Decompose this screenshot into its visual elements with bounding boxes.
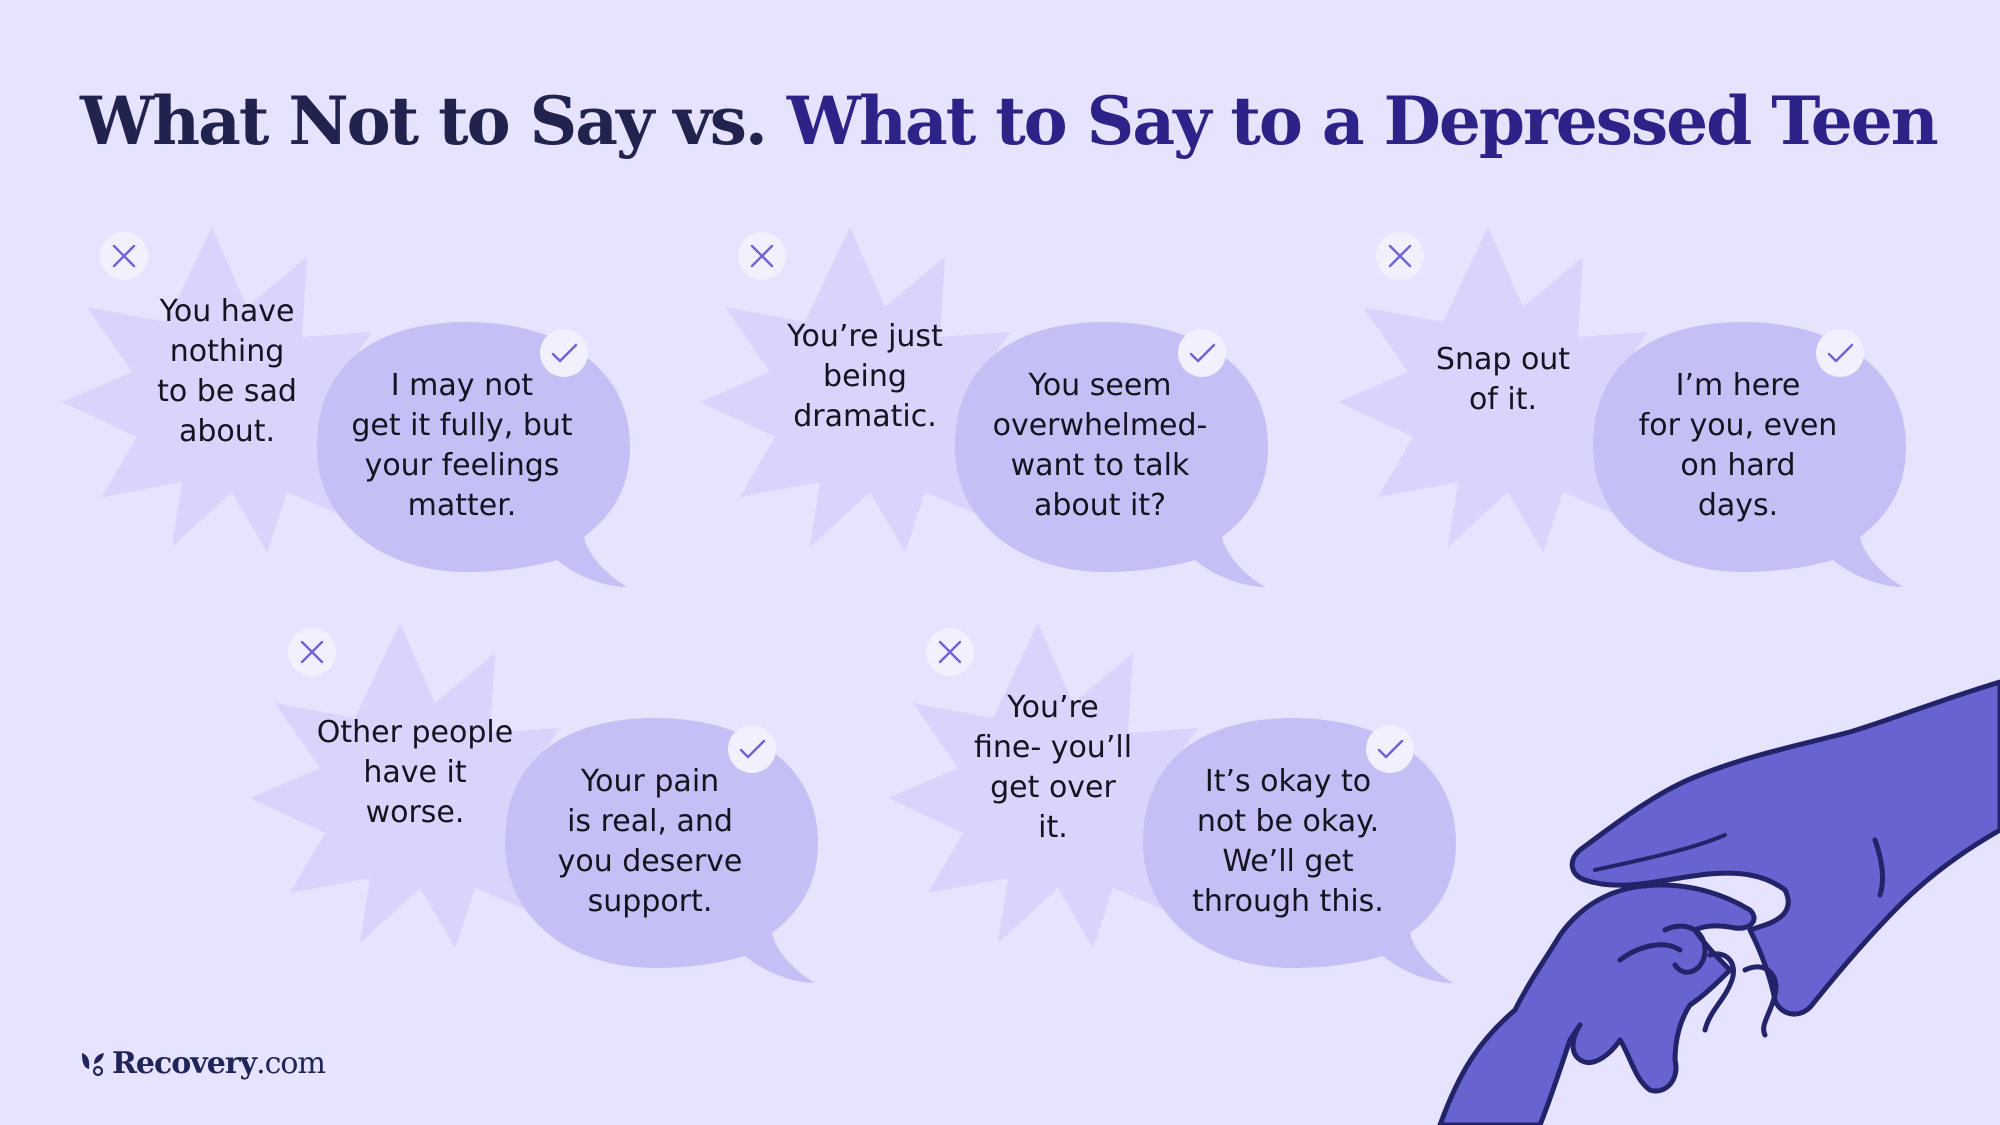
comparison-pair-3: Snap out of it. I’m here for you, even o… [1338, 222, 1918, 602]
checkmark-icon [1827, 343, 1854, 363]
x-mark-icon [938, 640, 962, 664]
dont-say-text: You’re fine- you’ll get over it. [973, 690, 1133, 845]
comparison-pair-2: You’re just being dramatic. You seem ove… [700, 222, 1280, 602]
x-mark-icon [750, 244, 774, 268]
dont-say-text: Other people have it worse. [316, 715, 514, 830]
checkmark-icon [739, 739, 766, 759]
leaf-logo-icon [82, 1052, 104, 1076]
x-mark-badge [926, 628, 974, 676]
checkmark-badge [540, 329, 588, 377]
x-mark-badge [1376, 232, 1424, 280]
do-say-text: I’m here for you, even on hard days. [1638, 368, 1838, 523]
speech-shapes [700, 227, 1268, 587]
do-say-text: It’s okay to not be okay. We’ll get thro… [1192, 764, 1384, 919]
comparison-pair-4: Other people have it worse. Your pain is… [250, 618, 830, 998]
x-mark-icon [1388, 244, 1412, 268]
checkmark-badge [1366, 725, 1414, 773]
page-title: What Not to Say vs. What to Say to a Dep… [80, 82, 1939, 160]
comparison-pair-1: You have nothing to be sad about. I may … [62, 222, 642, 602]
dont-say-text: Snap out of it. [1435, 342, 1571, 417]
speech-shapes [250, 623, 818, 983]
starburst-shape [1338, 227, 1668, 552]
checkmark-badge [1178, 329, 1226, 377]
round-bubble-shape [1143, 718, 1456, 983]
x-mark-badge [100, 232, 148, 280]
round-bubble-shape [317, 322, 630, 587]
logo-wordmark: Recovery.com [112, 1046, 326, 1081]
checkmark-icon [1377, 739, 1404, 759]
speech-shapes [888, 623, 1456, 983]
recovery-logo[interactable]: Recovery.com [80, 1046, 326, 1081]
helping-hands-illustration [1437, 679, 2000, 1125]
round-bubble-shape [1593, 322, 1906, 587]
starburst-shape [700, 227, 1030, 552]
do-say-text: Your pain is real, and you deserve suppo… [557, 764, 743, 919]
x-mark-badge [738, 232, 786, 280]
logo-wordmark-suffix: .com [256, 1046, 326, 1081]
x-mark-icon [300, 640, 324, 664]
x-mark-badge [288, 628, 336, 676]
comparison-pair-5: You’re fine- you’ll get over it. It’s ok… [888, 618, 1468, 998]
starburst-shape [250, 623, 580, 948]
logo-wordmark-name: Recovery [112, 1046, 257, 1081]
do-say-text: You seem overwhelmed- want to talk about… [992, 368, 1208, 523]
starburst-shape [62, 227, 392, 552]
checkmark-icon [551, 343, 578, 363]
checkmark-icon [1189, 343, 1216, 363]
checkmark-badge [1816, 329, 1864, 377]
title-what-to-say: What to Say to a Depressed Teen [786, 82, 1939, 160]
dont-say-text: You have nothing to be sad about. [157, 294, 297, 449]
do-say-text: I may not get it fully, but your feeling… [351, 368, 573, 523]
checkmark-badge [728, 725, 776, 773]
speech-shapes [1338, 227, 1906, 587]
round-bubble-shape [955, 322, 1268, 587]
title-what-not-to-say: What Not to Say vs. [80, 82, 768, 160]
dont-say-text: You’re just being dramatic. [787, 319, 943, 434]
starburst-shape [888, 623, 1218, 948]
x-mark-icon [112, 244, 136, 268]
round-bubble-shape [505, 718, 818, 983]
speech-shapes [62, 227, 630, 587]
